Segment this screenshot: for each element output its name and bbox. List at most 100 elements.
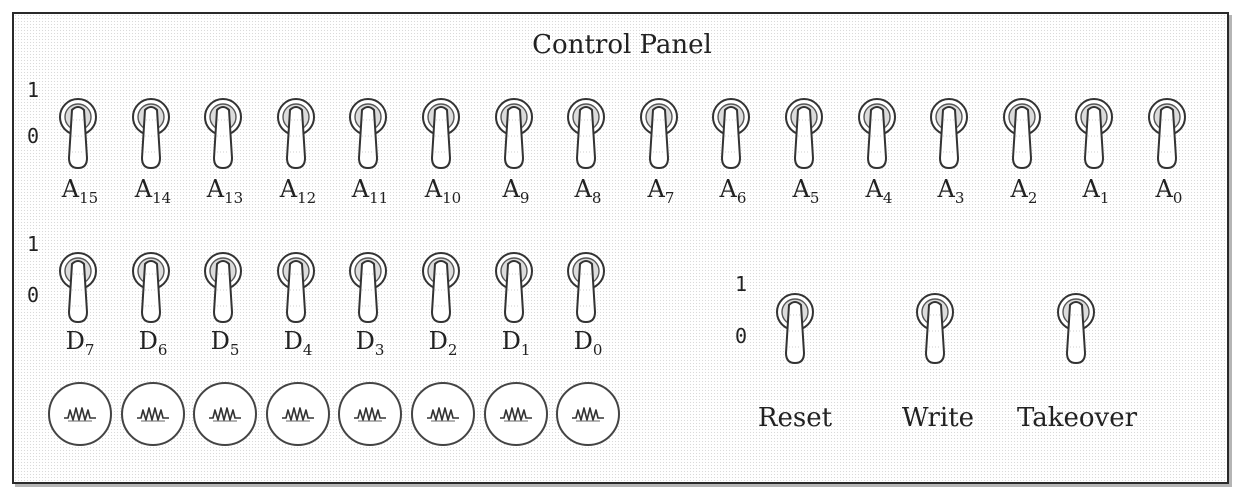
- toggle-switch-icon: [1057, 293, 1095, 365]
- address-switch-a10[interactable]: [420, 96, 462, 171]
- switch-label-index: 5: [809, 189, 820, 207]
- switch-label-index: 6: [736, 189, 747, 207]
- switch-label-index: 7: [664, 189, 675, 207]
- data-switch-d0[interactable]: [565, 250, 607, 325]
- light-bulb-icon: [209, 407, 241, 422]
- switch-label-letter: A: [1082, 175, 1100, 203]
- address-switch-a15[interactable]: [57, 96, 99, 171]
- data-switch-d7[interactable]: [57, 250, 99, 325]
- toggle-switch-icon: [495, 252, 533, 324]
- control-level-low-label: 0: [735, 324, 748, 348]
- address-switch-a2[interactable]: [1001, 96, 1043, 171]
- switch-label-letter: A: [937, 175, 955, 203]
- address-switch-a4[interactable]: [856, 96, 898, 171]
- switch-label-index: 10: [442, 189, 462, 207]
- data-lamp: [266, 382, 330, 446]
- data-lamp: [121, 382, 185, 446]
- switch-label-letter: A: [574, 175, 592, 203]
- address-switch-a3[interactable]: [928, 96, 970, 171]
- address-switch-a4-label: A4: [849, 175, 909, 206]
- data-switch-d2[interactable]: [420, 250, 462, 325]
- data-lamp: [484, 382, 548, 446]
- address-switch-a9[interactable]: [493, 96, 535, 171]
- toggle-switch-icon: [567, 252, 605, 324]
- toggle-switch-icon: [776, 293, 814, 365]
- address-switch-a5-label: A5: [776, 175, 836, 206]
- data-switch-d0-label: D0: [558, 327, 618, 358]
- switch-label-letter: A: [351, 175, 370, 203]
- switch-label-index: 7: [84, 341, 95, 359]
- address-switch-a14[interactable]: [130, 96, 172, 171]
- data-lamp: [193, 382, 257, 446]
- address-switch-a11-label: A11: [340, 175, 400, 206]
- address-switch-a1[interactable]: [1073, 96, 1115, 171]
- address-switch-a13-label: A13: [195, 175, 255, 206]
- toggle-switch-icon: [930, 98, 968, 170]
- toggle-switch-icon: [349, 252, 387, 324]
- address-switch-a13[interactable]: [202, 96, 244, 171]
- address-level-low-label: 0: [27, 124, 40, 148]
- switch-label-letter: D: [65, 327, 85, 355]
- switch-label-index: 14: [152, 189, 172, 207]
- address-switch-a10-label: A10: [413, 175, 473, 206]
- address-switch-a12-label: A12: [268, 175, 328, 206]
- toggle-switch-icon: [1148, 98, 1186, 170]
- toggle-switch-icon: [132, 98, 170, 170]
- switch-label-index: 9: [519, 189, 530, 207]
- reset-switch[interactable]: [774, 291, 816, 366]
- address-switch-a0[interactable]: [1146, 96, 1188, 171]
- switch-label-letter: A: [1155, 175, 1173, 203]
- address-switch-a7[interactable]: [638, 96, 680, 171]
- switch-label-index: 11: [369, 189, 389, 207]
- address-switch-a12[interactable]: [275, 96, 317, 171]
- address-switch-a5[interactable]: [783, 96, 825, 171]
- data-switch-d1-label: D1: [486, 327, 546, 358]
- reset-label: Reset: [757, 403, 833, 433]
- switch-label-index: 2: [447, 341, 458, 359]
- data-switch-d1[interactable]: [493, 250, 535, 325]
- data-switch-d6[interactable]: [130, 250, 172, 325]
- data-switch-d3[interactable]: [347, 250, 389, 325]
- switch-label-index: 0: [1172, 189, 1183, 207]
- light-bulb-icon: [137, 407, 169, 422]
- switch-label-letter: D: [428, 327, 448, 355]
- data-lamp: [338, 382, 402, 446]
- switch-label-letter: D: [573, 327, 593, 355]
- address-switch-a0-label: A0: [1139, 175, 1199, 206]
- switch-label-letter: A: [865, 175, 883, 203]
- switch-label-letter: A: [279, 175, 298, 203]
- address-switch-a2-label: A2: [994, 175, 1054, 206]
- address-switch-a6[interactable]: [710, 96, 752, 171]
- takeover-switch[interactable]: [1055, 291, 1097, 366]
- data-switch-d4-label: D4: [268, 327, 328, 358]
- switch-label-letter: A: [424, 175, 443, 203]
- switch-label-letter: A: [206, 175, 225, 203]
- address-switch-a1-label: A1: [1066, 175, 1126, 206]
- toggle-switch-icon: [422, 252, 460, 324]
- switch-label-index: 15: [79, 189, 99, 207]
- data-switch-d3-label: D3: [340, 327, 400, 358]
- address-switch-a7-label: A7: [631, 175, 691, 206]
- address-switch-a6-label: A6: [703, 175, 763, 206]
- takeover-label: Takeover: [1016, 403, 1138, 433]
- data-switch-d7-label: D7: [50, 327, 110, 358]
- address-switch-a3-label: A3: [921, 175, 981, 206]
- data-switch-d4[interactable]: [275, 250, 317, 325]
- toggle-switch-icon: [132, 252, 170, 324]
- toggle-switch-icon: [277, 252, 315, 324]
- switch-label-letter: A: [134, 175, 153, 203]
- toggle-switch-icon: [422, 98, 460, 170]
- switch-label-letter: A: [719, 175, 737, 203]
- light-bulb-icon: [354, 407, 386, 422]
- address-switch-a11[interactable]: [347, 96, 389, 171]
- switch-label-index: 2: [1027, 189, 1038, 207]
- write-switch[interactable]: [914, 291, 956, 366]
- toggle-switch-icon: [712, 98, 750, 170]
- toggle-switch-icon: [59, 252, 97, 324]
- address-switch-a8[interactable]: [565, 96, 607, 171]
- data-switch-d2-label: D2: [413, 327, 473, 358]
- switch-label-letter: D: [210, 327, 230, 355]
- data-switch-d5[interactable]: [202, 250, 244, 325]
- toggle-switch-icon: [204, 98, 242, 170]
- data-level-low-label: 0: [27, 283, 40, 307]
